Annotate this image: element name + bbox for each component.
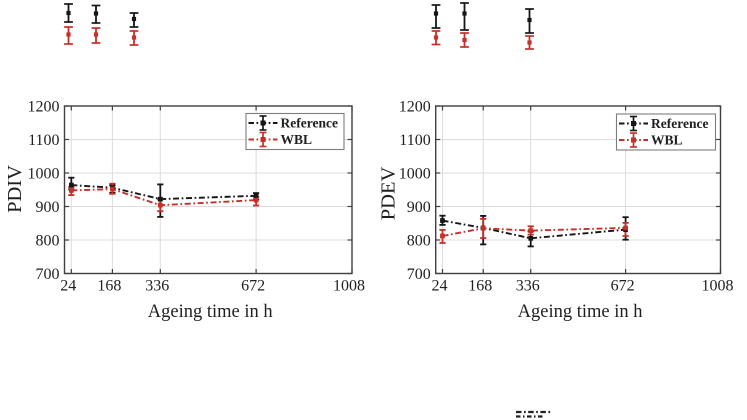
svg-text:Reference: Reference: [651, 116, 708, 131]
svg-text:900: 900: [36, 199, 60, 216]
svg-text:168: 168: [468, 278, 492, 295]
svg-text:700: 700: [407, 266, 431, 283]
svg-text:336: 336: [145, 278, 169, 295]
svg-text:800: 800: [36, 233, 60, 250]
svg-text:WBL: WBL: [281, 132, 313, 147]
svg-text:672: 672: [611, 278, 635, 295]
svg-text:1008: 1008: [333, 278, 365, 295]
svg-text:PDEV: PDEV: [378, 167, 400, 221]
svg-text:PDIV: PDIV: [4, 165, 26, 213]
svg-text:Reference: Reference: [281, 116, 338, 131]
svg-text:WBL: WBL: [651, 133, 683, 148]
svg-text:1200: 1200: [399, 99, 431, 116]
svg-text:1008: 1008: [702, 278, 734, 295]
svg-text:336: 336: [516, 278, 540, 295]
svg-text:1100: 1100: [28, 132, 59, 149]
svg-text:Ageing time in h: Ageing time in h: [148, 302, 273, 322]
svg-text:1200: 1200: [28, 99, 60, 116]
svg-text:1000: 1000: [399, 166, 431, 183]
svg-text:672: 672: [241, 278, 265, 295]
svg-text:900: 900: [407, 199, 431, 216]
svg-text:1000: 1000: [28, 166, 60, 183]
svg-text:168: 168: [97, 278, 121, 295]
svg-text:1100: 1100: [399, 132, 430, 149]
svg-text:700: 700: [36, 266, 60, 283]
svg-text:24: 24: [432, 278, 448, 295]
svg-text:800: 800: [407, 233, 431, 250]
svg-text:24: 24: [60, 278, 76, 295]
svg-text:Ageing time in h: Ageing time in h: [518, 302, 643, 322]
